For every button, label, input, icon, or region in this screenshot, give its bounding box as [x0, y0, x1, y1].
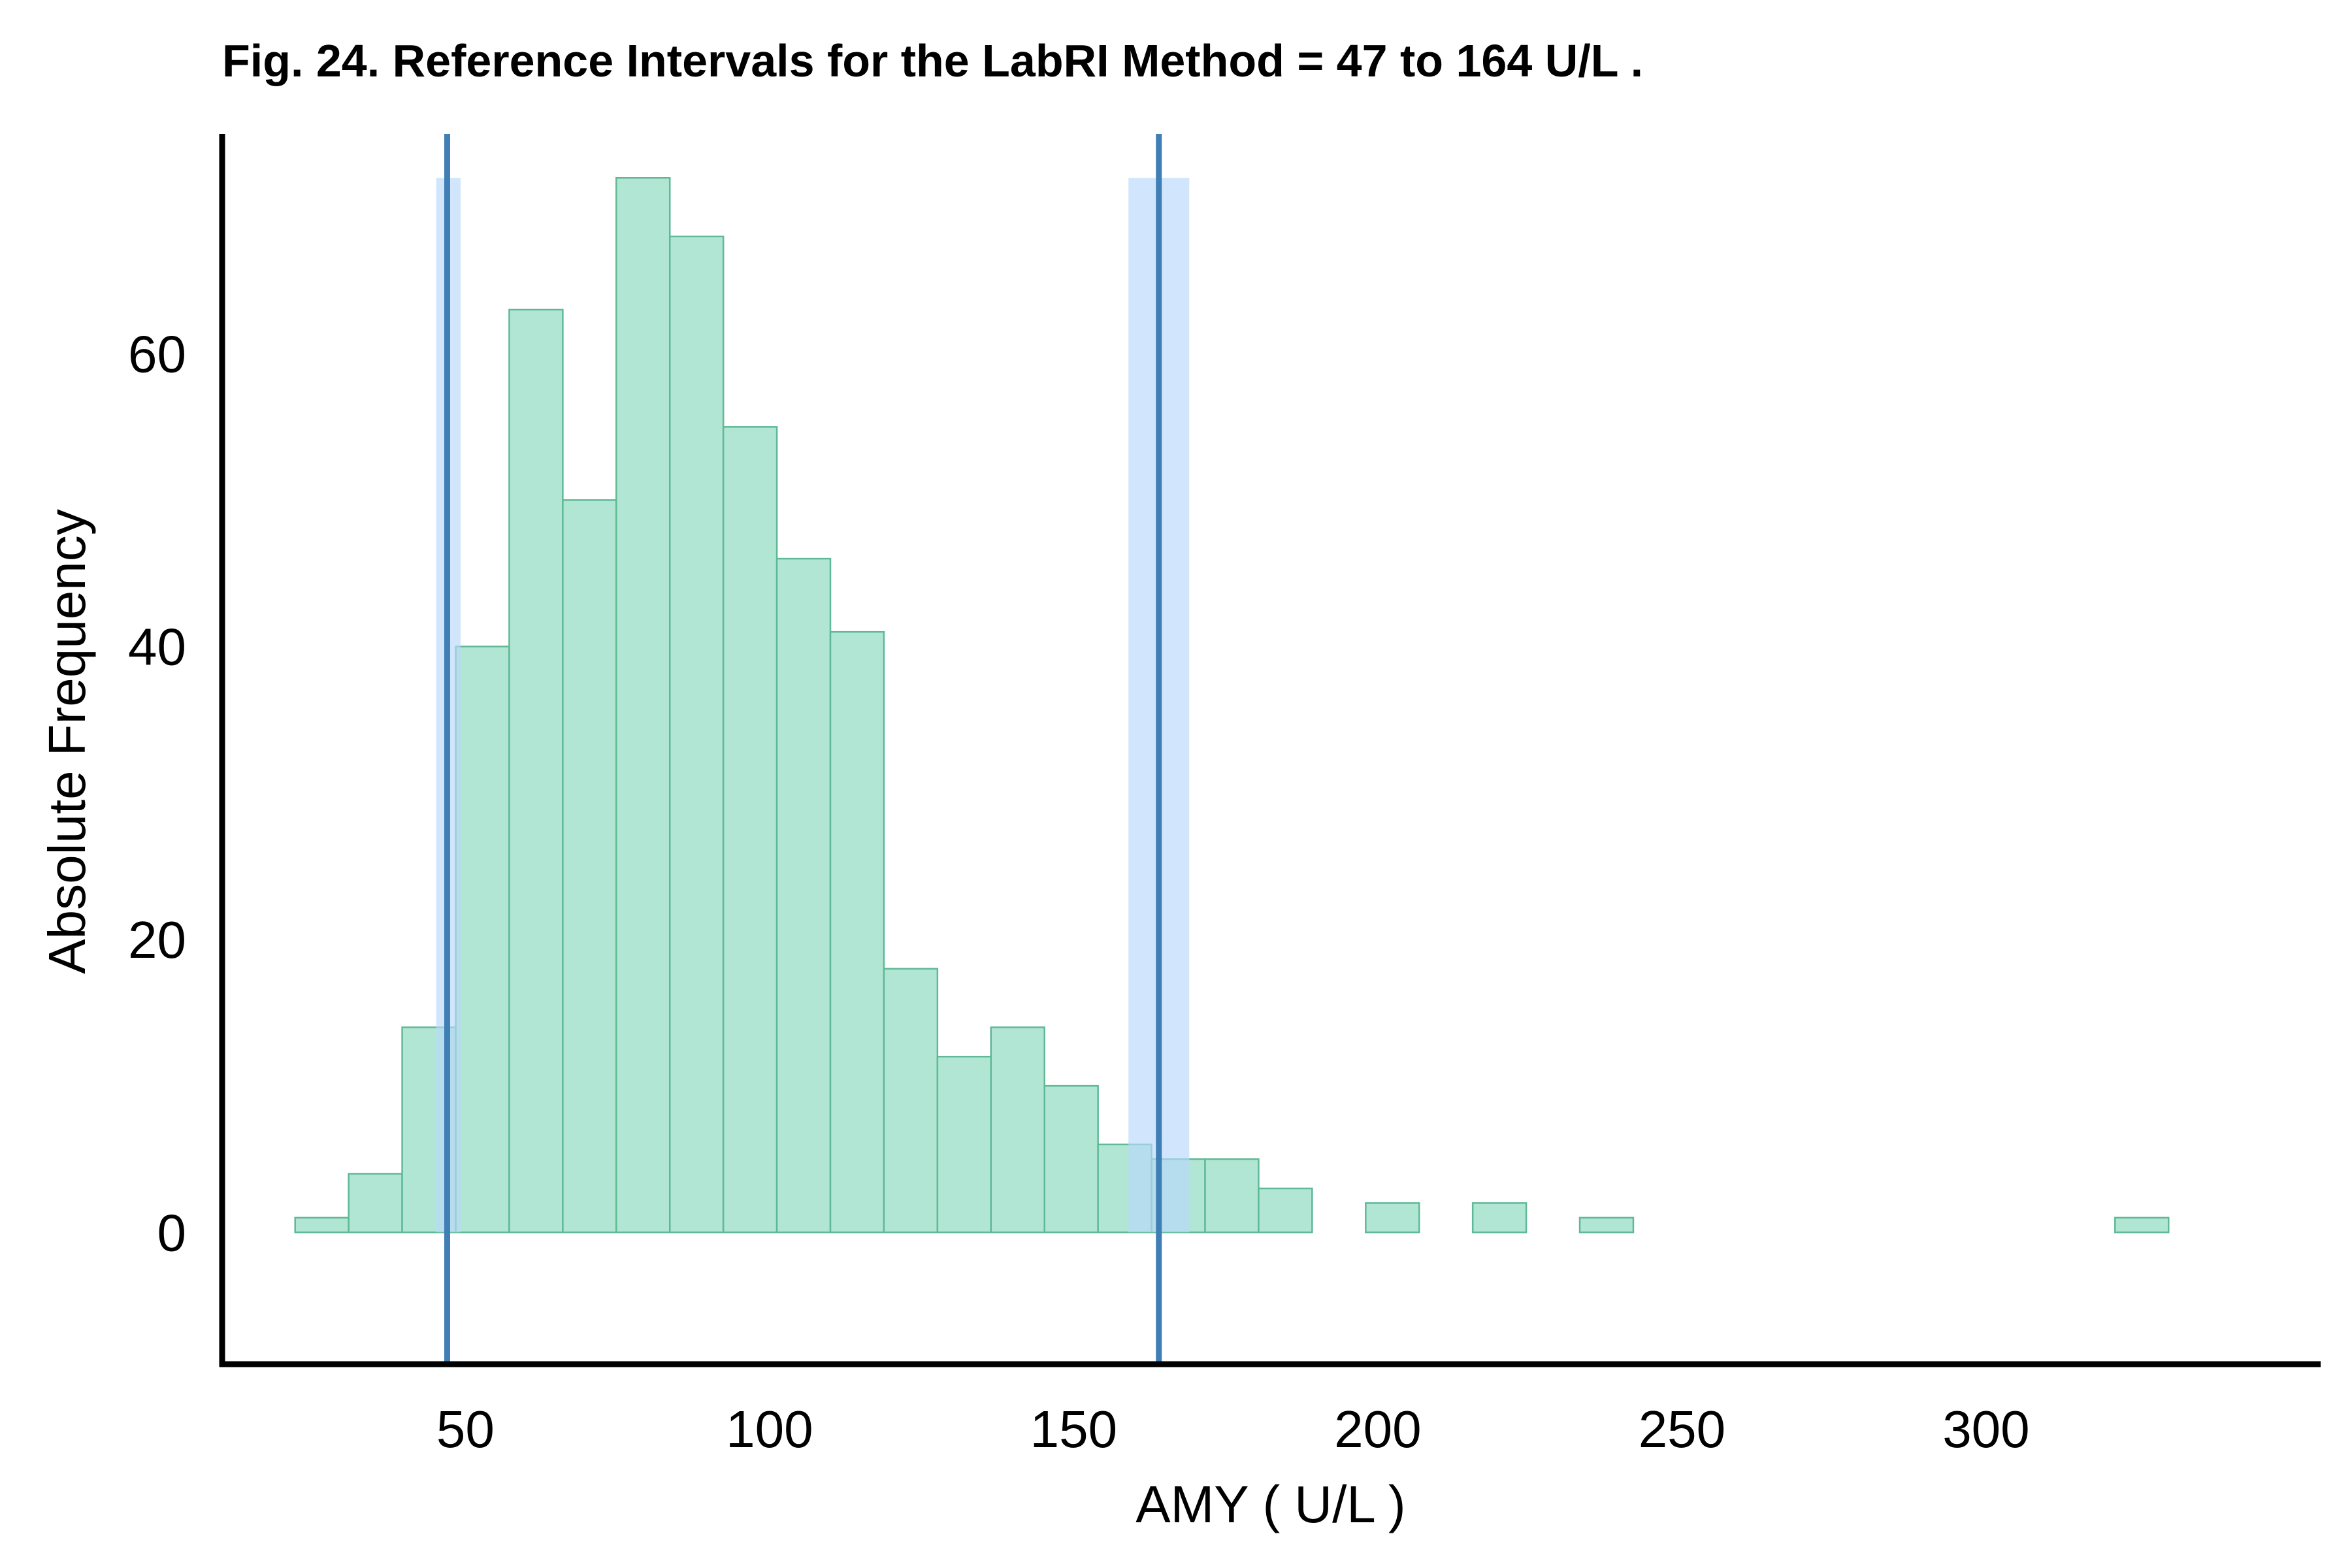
histogram-bar — [2114, 1217, 2170, 1233]
x-tick-label: 250 — [1639, 1400, 1725, 1458]
x-tick-label: 200 — [1334, 1400, 1421, 1458]
histogram-bar — [776, 557, 832, 1233]
histogram-bar — [508, 308, 564, 1233]
y-axis-tick-labels: 0 20 40 60 — [128, 325, 186, 1262]
histogram-bar — [1258, 1187, 1313, 1233]
histogram-bar — [348, 1173, 403, 1233]
histogram-bar — [936, 1056, 992, 1233]
x-axis-label: AMY ( U/L ) — [1135, 1475, 1405, 1533]
histogram-bar — [562, 499, 617, 1233]
x-tick-label: 150 — [1030, 1400, 1117, 1458]
x-tick-label: 300 — [1942, 1400, 2029, 1458]
histogram-bar — [722, 426, 778, 1233]
histogram-bar — [990, 1026, 1045, 1233]
histogram-bar — [615, 177, 671, 1233]
y-tick-label: 60 — [128, 325, 186, 383]
histogram-bar — [294, 1217, 350, 1233]
y-axis-label: Absolute Frequency — [38, 509, 96, 974]
histogram-bar — [829, 630, 885, 1233]
histogram-bar — [455, 645, 510, 1233]
chart-title: Fig. 24. Reference Intervals for the Lab… — [222, 35, 1643, 86]
histogram-bar — [668, 235, 725, 1233]
x-tick-label: 50 — [436, 1400, 495, 1458]
x-axis-tick-labels: 50 100 150 200 250 300 — [436, 1400, 2030, 1458]
histogram-bar — [1043, 1085, 1099, 1233]
histogram-bar — [1471, 1202, 1527, 1233]
reference-limit-lines — [444, 134, 1162, 1364]
histogram-bars — [294, 177, 2170, 1233]
histogram-bar — [883, 968, 939, 1233]
histogram-bar — [1578, 1217, 1635, 1233]
histogram-bar — [1204, 1158, 1260, 1233]
x-tick-label: 100 — [726, 1400, 813, 1458]
histogram-bar — [1365, 1202, 1420, 1233]
y-tick-label: 20 — [128, 911, 186, 969]
y-tick-label: 40 — [128, 618, 186, 676]
y-tick-label: 0 — [157, 1203, 187, 1262]
